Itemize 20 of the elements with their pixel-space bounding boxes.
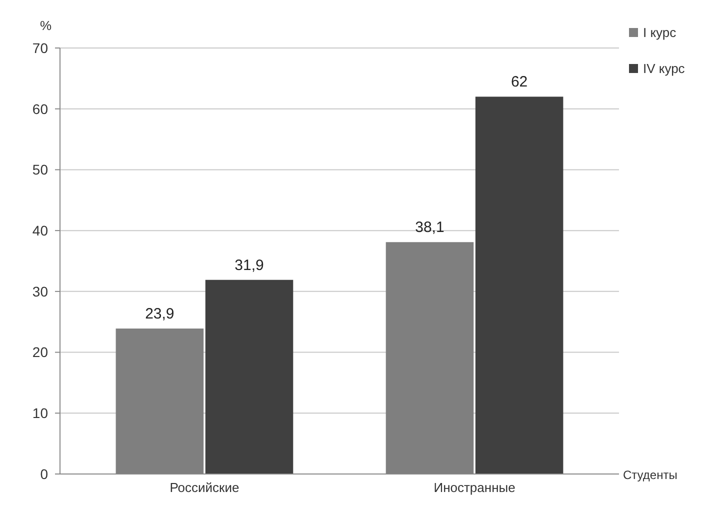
- y-tick-label: 60: [32, 100, 48, 117]
- legend-label: IV курс: [643, 61, 686, 76]
- x-tick-label: Иностранные: [434, 480, 516, 495]
- y-tick-label: 40: [32, 222, 48, 238]
- x-tick-label: Российские: [170, 480, 240, 495]
- y-axis-title: %: [40, 18, 52, 33]
- legend-label: I курс: [643, 25, 677, 40]
- y-tick-label: 70: [32, 40, 48, 56]
- x-axis-title: Студенты: [623, 468, 678, 482]
- data-label: 62: [510, 74, 528, 91]
- data-label: 38,1: [415, 219, 444, 236]
- bar: [205, 280, 294, 474]
- bar: [475, 96, 564, 474]
- y-tick-label: 20: [32, 344, 48, 360]
- y-tick-label: 50: [32, 162, 48, 178]
- data-label: 31,9: [234, 256, 264, 274]
- y-tick-label: 30: [32, 283, 48, 300]
- y-tick-label: 10: [32, 405, 48, 422]
- y-tick-label: 0: [40, 466, 48, 482]
- data-label: 23,9: [145, 306, 174, 323]
